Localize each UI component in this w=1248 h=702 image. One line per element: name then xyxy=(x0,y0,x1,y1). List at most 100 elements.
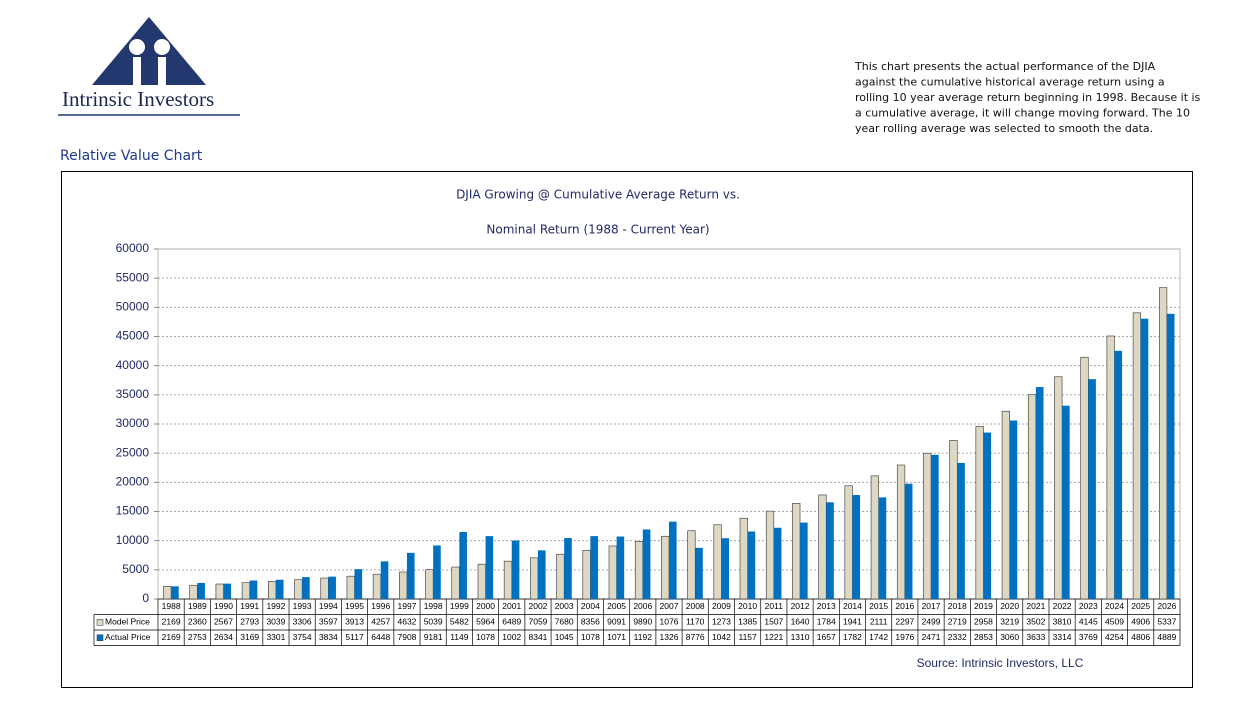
table-value: 3754 xyxy=(293,632,312,642)
bar xyxy=(687,530,696,600)
table-value: 1071 xyxy=(607,632,626,642)
x-tick-label: 2020 xyxy=(1000,601,1019,611)
table-value: 8341 xyxy=(529,632,548,642)
bar xyxy=(268,580,277,600)
y-tick-label: 5000 xyxy=(122,562,149,576)
bar xyxy=(503,560,513,600)
chart-title: DJIA Growing @ Cumulative Average Return… xyxy=(456,188,740,202)
bar xyxy=(765,510,775,600)
bar xyxy=(634,541,644,600)
x-tick-label: 2026 xyxy=(1157,601,1176,611)
table-value: 9181 xyxy=(424,632,443,642)
x-tick-label: 2025 xyxy=(1131,601,1150,611)
bar xyxy=(215,583,224,600)
table-value: 2360 xyxy=(188,617,207,627)
x-tick-label: 2004 xyxy=(581,601,600,611)
x-tick-label: 1992 xyxy=(266,601,285,611)
table-value: 2111 xyxy=(870,617,888,627)
table-value: 4509 xyxy=(1105,617,1124,627)
x-tick-label: 2014 xyxy=(843,601,862,611)
table-value: 1078 xyxy=(581,632,600,642)
logo-figure xyxy=(158,57,166,85)
y-tick-label: 60000 xyxy=(116,241,150,255)
source: Source: Intrinsic Investors, LLC xyxy=(917,656,1084,670)
y-tick-label: 55000 xyxy=(116,270,150,284)
table-value: 7908 xyxy=(397,632,416,642)
table-value: 4257 xyxy=(371,617,390,627)
x-tick-label: 2019 xyxy=(974,601,993,611)
bar xyxy=(747,531,756,599)
table-value: 3633 xyxy=(1026,632,1045,642)
bar xyxy=(485,536,494,599)
bar xyxy=(223,583,232,599)
x-tick-label: 1999 xyxy=(450,601,469,611)
table-value: 3314 xyxy=(1053,632,1072,642)
bar xyxy=(433,545,441,599)
bar xyxy=(590,536,598,599)
table-value: 1157 xyxy=(738,632,757,642)
table-value: 1784 xyxy=(817,617,836,627)
x-tick-label: 1989 xyxy=(188,601,207,611)
table-value: 3039 xyxy=(266,617,285,627)
bar xyxy=(459,531,467,599)
bar xyxy=(399,571,408,600)
table-value: 4632 xyxy=(397,617,416,627)
bar xyxy=(1166,313,1175,599)
table-value: 1640 xyxy=(791,617,810,627)
x-tick-label: 1990 xyxy=(214,601,233,611)
x-tick-label: 2022 xyxy=(1053,601,1072,611)
bar xyxy=(372,573,382,600)
bar xyxy=(713,524,722,600)
table-value: 5117 xyxy=(345,632,364,642)
logo-figure xyxy=(154,39,170,55)
legend-marker xyxy=(96,619,104,626)
bar xyxy=(949,440,958,600)
x-tick-label: 2005 xyxy=(607,601,626,611)
table-value: 1192 xyxy=(634,632,653,642)
logo: Intrinsic Investors xyxy=(58,17,240,116)
table-value: 1742 xyxy=(869,632,888,642)
table-value: 3810 xyxy=(1053,617,1072,627)
table-value: 1941 xyxy=(843,617,862,627)
table-value: 3169 xyxy=(240,632,259,642)
bar xyxy=(380,561,389,599)
bar xyxy=(249,580,258,599)
bar xyxy=(564,538,572,599)
bar xyxy=(669,521,677,599)
section-title: Relative Value Chart xyxy=(60,148,203,164)
bar xyxy=(695,547,703,599)
table-value: 4906 xyxy=(1131,617,1150,627)
x-tick-label: 2016 xyxy=(895,601,914,611)
table-value: 1273 xyxy=(712,617,731,627)
y-tick-label: 20000 xyxy=(116,475,150,489)
bar xyxy=(197,582,205,599)
x-tick-label: 2018 xyxy=(948,601,967,611)
bar xyxy=(826,502,834,599)
table-value: 1326 xyxy=(660,632,679,642)
bar xyxy=(451,566,460,600)
bar xyxy=(957,462,965,599)
bar xyxy=(328,576,336,599)
y-tick-label: 40000 xyxy=(116,358,150,372)
table-value: 2793 xyxy=(240,617,259,627)
table-value: 4254 xyxy=(1105,632,1124,642)
y-tick-label: 45000 xyxy=(116,329,150,343)
y-tick-label: 25000 xyxy=(116,445,150,459)
x-tick-label: 2010 xyxy=(738,601,757,611)
bar xyxy=(1158,287,1168,600)
table-value: 4889 xyxy=(1157,632,1176,642)
bar xyxy=(1140,318,1149,599)
bar xyxy=(800,522,808,599)
x-tick-label: 2003 xyxy=(555,601,574,611)
table-value: 1782 xyxy=(843,632,862,642)
table-value: 1657 xyxy=(817,632,836,642)
legend-label: Model Price xyxy=(105,617,150,627)
table-value: 2169 xyxy=(162,617,181,627)
bar xyxy=(1062,405,1070,599)
y-tick-label: 35000 xyxy=(116,387,150,401)
table-value: 2169 xyxy=(162,632,181,642)
table-value: 8356 xyxy=(581,617,600,627)
table-value: 1976 xyxy=(895,632,914,642)
table-value: 5964 xyxy=(476,617,495,627)
bar xyxy=(302,577,310,599)
